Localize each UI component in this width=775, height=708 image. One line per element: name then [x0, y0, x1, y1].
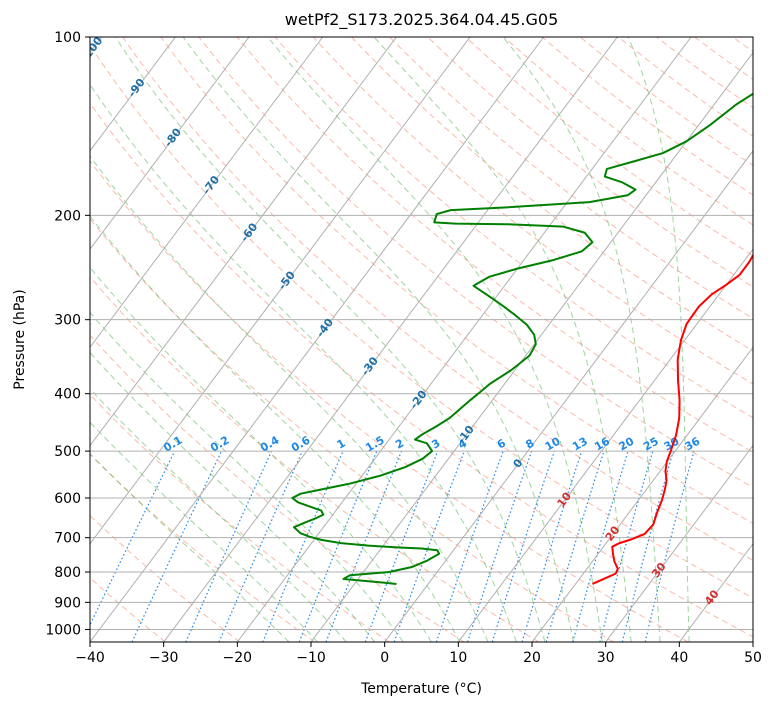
mixing-ratio-line [545, 450, 605, 642]
mixing-ratio-line [435, 450, 504, 642]
isotherm-line [90, 37, 397, 447]
isotherm-line [310, 51, 753, 642]
mixing-ratio-line [185, 450, 273, 642]
sounding-profiles [291, 92, 753, 585]
y-tick-label: 500 [54, 444, 81, 460]
dry-adiabat-line [90, 453, 315, 642]
x-tick-label: 30 [597, 650, 615, 666]
y-axis-label: Pressure (hPa) [12, 289, 28, 389]
dry-adiabat-line [351, 37, 753, 352]
mixing-ratio-line [218, 450, 303, 642]
moist-adiabat-line [90, 351, 376, 642]
mixing-ratio-line [298, 450, 378, 642]
isotherm-line [531, 346, 753, 642]
x-tick-label: 0 [380, 650, 389, 666]
dry-adiabat-line [312, 37, 753, 385]
moist-adiabat-line [114, 37, 546, 642]
mixing-ratio-line [599, 450, 654, 642]
dry-adiabat-line [122, 37, 753, 561]
x-tick-label: 50 [744, 650, 762, 666]
y-tick-label: 900 [54, 595, 81, 611]
mixing-ratio-line [325, 450, 403, 642]
x-tick-label: 40 [670, 650, 688, 666]
isotherm-line [90, 37, 250, 250]
moist-adiabat-line [90, 215, 461, 642]
y-tick-label: 700 [54, 531, 81, 547]
isotherm-line [90, 37, 324, 349]
dry-adiabat-line [90, 276, 540, 642]
mixing-ratio-line [572, 450, 629, 642]
dry-adiabat-line [90, 44, 753, 599]
x-tick-label: 10 [449, 650, 467, 666]
moist-adiabat-line [502, 37, 661, 642]
moist-adiabat-line [90, 83, 517, 642]
isotherm-line [605, 444, 753, 642]
background-lines [90, 37, 753, 642]
temperature-profile-line [592, 253, 753, 585]
axis-ticks: −40 −30 −20 −10 0 10 20 30 40 50 100 200 300 400 500 60… [45, 30, 762, 666]
dry-adiabat-line [90, 393, 390, 642]
mixing-ratio-line [521, 450, 583, 642]
y-tick-label: 800 [54, 565, 81, 581]
moist-adiabat-line [90, 421, 319, 642]
isotherm-line [236, 37, 692, 642]
dewpoint-profile-line [291, 92, 753, 585]
moist-adiabat-line [90, 311, 404, 642]
plot-frame [89, 36, 754, 643]
mixing-ratio-line [621, 450, 674, 642]
moist-adiabat-line [627, 37, 690, 642]
x-tick-label: −40 [75, 650, 105, 666]
dry-adiabat-line [90, 160, 689, 642]
chart-title: wetPf2_S173.2025.364.04.45.G05 [285, 10, 559, 30]
mixing-ratio-line [90, 450, 176, 627]
mixing-ratio-line [262, 450, 344, 642]
mixing-ratio-line [491, 450, 555, 642]
x-tick-label: 20 [523, 650, 541, 666]
dry-adiabat-line [90, 334, 465, 642]
dry-adiabat-line [160, 37, 753, 524]
x-axis-label: Temperature (°C) [360, 681, 482, 697]
x-tick-label: −10 [296, 650, 326, 666]
isotherm-line [163, 37, 618, 642]
isotherm-line [90, 37, 545, 642]
x-tick-label: −20 [223, 650, 253, 666]
y-tick-label: 300 [54, 313, 81, 329]
dry-adiabat-line [90, 577, 166, 642]
y-tick-label: 100 [54, 30, 81, 46]
moist-adiabat-line [182, 37, 575, 642]
moist-adiabat-line [373, 37, 632, 642]
moist-adiabat-line [90, 155, 489, 642]
isotherm-line [457, 248, 753, 642]
mixing-ratio-line [364, 450, 439, 642]
isotherm-line [90, 37, 471, 545]
moist-adiabat-line [90, 388, 347, 642]
dry-adiabat-line [90, 218, 614, 642]
isotherm-line [384, 150, 753, 642]
dry-adiabat-line [274, 37, 753, 419]
y-tick-label: 200 [54, 208, 81, 224]
x-tick-label: −30 [149, 650, 179, 666]
y-tick-label: 1000 [45, 622, 81, 638]
y-tick-label: 400 [54, 387, 81, 403]
y-tick-label: 600 [54, 491, 81, 507]
moist-adiabat-line [90, 266, 432, 642]
isotherm-line [90, 37, 176, 152]
mixing-ratio-line [466, 450, 533, 642]
